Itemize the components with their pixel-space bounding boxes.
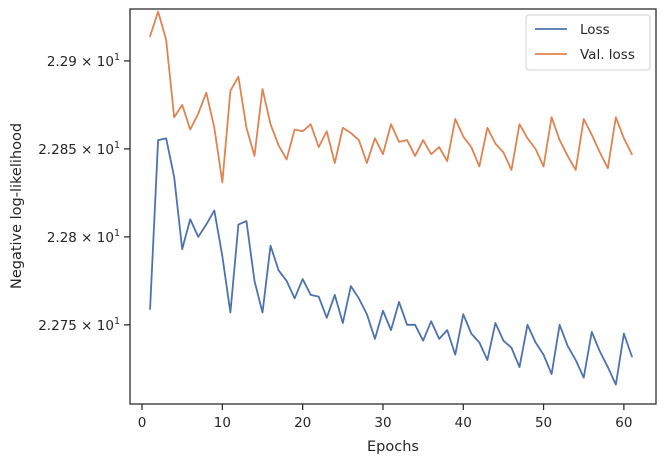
y-tick-label: 2.275 × 101 (38, 316, 120, 334)
y-tick-label: 2.29 × 101 (47, 52, 120, 70)
x-tick-label: 20 (294, 415, 311, 431)
series-line-val-loss (149, 10, 633, 184)
x-axis-label: Epochs (367, 439, 419, 455)
x-tick-label: 10 (214, 415, 231, 431)
y-tick-label: 2.28 × 101 (47, 228, 120, 246)
y-axis-label: Negative log-likelihood (9, 123, 25, 289)
plot-area (130, 9, 656, 404)
x-tick-label: 40 (455, 415, 472, 431)
series-line-loss (149, 137, 633, 386)
series-group (149, 10, 633, 386)
y-tick-label: 2.285 × 101 (38, 140, 120, 158)
x-tick-label: 60 (615, 415, 632, 431)
axes-background (130, 9, 656, 404)
x-tick-label: 30 (374, 415, 391, 431)
legend: Loss Val. loss (525, 14, 651, 71)
axes-frame (129, 8, 657, 405)
legend-val-loss-label: Val. loss (580, 47, 635, 63)
x-tick-label: 50 (535, 415, 552, 431)
x-tick-label: 0 (138, 415, 147, 431)
y-axis: 2.275 × 101 2.28 × 101 2.285 × 101 2.29 × 1… (38, 52, 130, 334)
legend-loss-label: Loss (580, 22, 610, 38)
x-axis: 0 10 20 30 40 50 60 (138, 404, 632, 431)
